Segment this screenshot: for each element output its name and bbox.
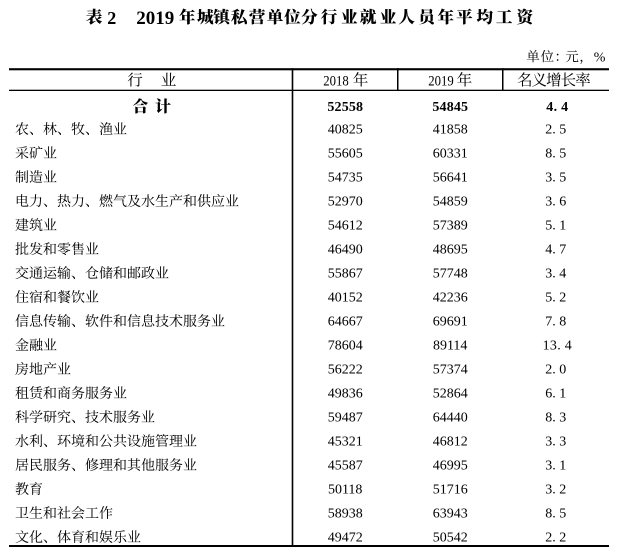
svg-text:54859: 54859 bbox=[433, 195, 468, 210]
svg-text:63943: 63943 bbox=[433, 507, 468, 522]
svg-text:46812: 46812 bbox=[433, 435, 468, 450]
svg-text:49836: 49836 bbox=[328, 387, 363, 402]
svg-text:54845: 54845 bbox=[432, 100, 468, 115]
svg-text:40825: 40825 bbox=[328, 123, 363, 138]
svg-text:5. 1: 5. 1 bbox=[545, 219, 566, 234]
svg-text:59487: 59487 bbox=[328, 411, 363, 426]
svg-text:49472: 49472 bbox=[328, 531, 363, 546]
svg-text:64440: 64440 bbox=[433, 411, 468, 426]
svg-text:3. 3: 3. 3 bbox=[545, 435, 566, 450]
svg-text:%: % bbox=[594, 51, 606, 66]
svg-text:2019: 2019 bbox=[136, 8, 174, 29]
svg-text:2. 2: 2. 2 bbox=[545, 531, 566, 546]
svg-text:6. 1: 6. 1 bbox=[545, 387, 566, 402]
svg-text:55867: 55867 bbox=[328, 267, 363, 282]
svg-text:89114: 89114 bbox=[433, 339, 467, 354]
svg-text:8. 3: 8. 3 bbox=[545, 411, 566, 426]
svg-text:57374: 57374 bbox=[433, 363, 468, 378]
svg-text:2. 5: 2. 5 bbox=[545, 123, 566, 138]
svg-text:8. 5: 8. 5 bbox=[545, 507, 566, 522]
svg-text:3. 4: 3. 4 bbox=[545, 267, 566, 282]
svg-text:64667: 64667 bbox=[328, 315, 363, 330]
svg-text:48695: 48695 bbox=[433, 243, 468, 258]
svg-text:7. 8: 7. 8 bbox=[545, 315, 566, 330]
svg-text:3. 6: 3. 6 bbox=[545, 195, 566, 210]
svg-text:2. 0: 2. 0 bbox=[545, 363, 566, 378]
svg-text:69691: 69691 bbox=[433, 315, 468, 330]
svg-text:54612: 54612 bbox=[328, 219, 363, 234]
svg-text:50542: 50542 bbox=[433, 531, 468, 546]
svg-text:45587: 45587 bbox=[328, 459, 363, 474]
svg-text:57748: 57748 bbox=[433, 267, 468, 282]
svg-text:41858: 41858 bbox=[433, 123, 468, 138]
svg-text:50118: 50118 bbox=[328, 483, 362, 498]
svg-text:40152: 40152 bbox=[328, 291, 363, 306]
svg-text:52970: 52970 bbox=[328, 195, 363, 210]
svg-text:58938: 58938 bbox=[328, 507, 363, 522]
svg-text:52864: 52864 bbox=[433, 387, 468, 402]
svg-text:46490: 46490 bbox=[328, 243, 363, 258]
svg-text:42236: 42236 bbox=[433, 291, 468, 306]
svg-text:54735: 54735 bbox=[328, 171, 363, 186]
svg-text:2: 2 bbox=[107, 8, 116, 28]
svg-text:78604: 78604 bbox=[328, 339, 363, 354]
svg-text:45321: 45321 bbox=[328, 435, 363, 450]
svg-text:56641: 56641 bbox=[433, 171, 468, 186]
svg-text:5. 2: 5. 2 bbox=[545, 291, 566, 306]
svg-text:46995: 46995 bbox=[433, 459, 468, 474]
svg-text:8. 5: 8. 5 bbox=[545, 147, 566, 162]
svg-text:51716: 51716 bbox=[433, 483, 468, 498]
svg-text:4. 7: 4. 7 bbox=[545, 243, 566, 258]
svg-text:60331: 60331 bbox=[433, 147, 468, 162]
svg-text:4. 4: 4. 4 bbox=[546, 100, 568, 115]
svg-text:2019: 2019 bbox=[428, 74, 454, 90]
svg-text:2018: 2018 bbox=[323, 74, 349, 90]
svg-text:57389: 57389 bbox=[433, 219, 468, 234]
svg-text:55605: 55605 bbox=[328, 147, 363, 162]
svg-text:3. 1: 3. 1 bbox=[545, 459, 566, 474]
svg-text:56222: 56222 bbox=[328, 363, 363, 378]
svg-text:3. 2: 3. 2 bbox=[545, 483, 566, 498]
svg-text:13. 4: 13. 4 bbox=[543, 339, 572, 354]
svg-text:3. 5: 3. 5 bbox=[545, 171, 566, 186]
svg-text:52558: 52558 bbox=[327, 100, 363, 115]
